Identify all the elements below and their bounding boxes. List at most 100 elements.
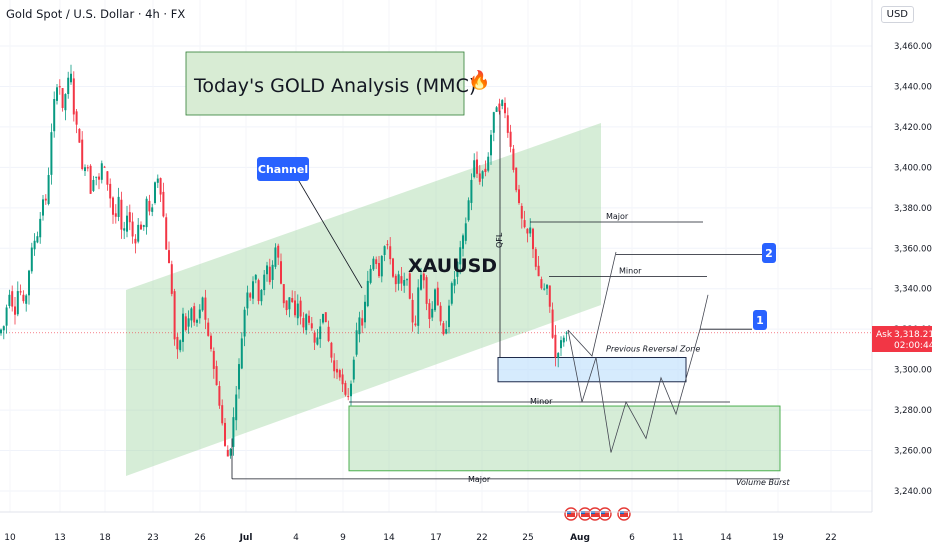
candle-body (333, 360, 336, 372)
price-axis-bg (872, 0, 932, 550)
candle (380, 255, 383, 283)
price-tick-label: 3,460.00 (894, 42, 932, 52)
candle-body (464, 223, 467, 241)
candle-body (106, 171, 109, 185)
candle-body (165, 217, 168, 250)
candle (355, 322, 358, 357)
candle (204, 289, 207, 330)
price-tick-label: 3,260.00 (894, 447, 932, 457)
candle-body (403, 279, 406, 286)
candle-body (179, 340, 182, 351)
candle-body (271, 264, 274, 280)
candle-body (112, 197, 114, 215)
candle-body (252, 281, 254, 299)
previous-reversal-zone-label: Previous Reversal Zone (606, 345, 700, 354)
candle-body (170, 264, 173, 294)
candle (319, 318, 322, 348)
candle-body (78, 128, 81, 143)
candle (425, 275, 428, 311)
candle (512, 144, 515, 173)
candle-body (98, 176, 100, 180)
candle (313, 330, 316, 350)
candle (481, 170, 484, 187)
candle-body (476, 159, 478, 174)
minor-low-label: Minor (530, 397, 553, 406)
candle-body (182, 313, 184, 342)
candle-body (86, 167, 89, 169)
candle (201, 296, 204, 312)
candle-body (565, 332, 568, 334)
candle-body (168, 250, 170, 264)
candle (56, 84, 58, 105)
candle-body (100, 163, 103, 180)
candle (215, 360, 218, 386)
candle-body (224, 422, 226, 446)
candle-body (151, 207, 154, 212)
candle (280, 253, 282, 285)
candle (341, 368, 344, 393)
candle-body (372, 258, 375, 270)
candle-body (201, 297, 204, 311)
candle-body (498, 103, 501, 112)
candle-body (504, 102, 506, 114)
candle (562, 335, 565, 347)
candle-body (355, 330, 358, 355)
candle (81, 131, 84, 171)
candle-body (14, 306, 16, 315)
economic-events[interactable] (564, 507, 631, 521)
target-2-badge[interactable]: 2 (762, 243, 776, 263)
candle-body (462, 235, 464, 249)
candle (64, 93, 67, 121)
candle (131, 212, 134, 244)
candle-body (523, 220, 526, 228)
candle-body (92, 179, 95, 191)
candle (95, 176, 98, 186)
candle (47, 167, 50, 206)
channel-label-badge[interactable]: Channel (257, 157, 309, 181)
target-1-badge-bg (753, 310, 767, 330)
candle (302, 312, 305, 334)
time-tick-label: 18 (99, 533, 111, 543)
candle (495, 106, 498, 113)
candle-body (294, 300, 296, 316)
candle-body (548, 285, 551, 307)
target-1-badge[interactable]: 1 (753, 310, 767, 330)
candle-body (526, 228, 529, 234)
candle (249, 292, 252, 301)
candle-body (11, 291, 14, 307)
candle (109, 178, 112, 208)
candle (439, 302, 442, 326)
candle (506, 107, 509, 138)
channel-label-badge-text: Channel (258, 163, 308, 176)
candle (8, 289, 11, 309)
candle-body (560, 340, 562, 349)
candle-body (190, 308, 193, 321)
candle-body (117, 196, 120, 217)
candle-body (282, 284, 285, 304)
candle (14, 296, 16, 325)
candle-body (277, 245, 280, 258)
candle-body (456, 261, 459, 277)
time-tick-label: 25 (522, 533, 533, 543)
currency-button[interactable]: USD (880, 6, 914, 23)
candle (22, 290, 25, 304)
candle (361, 310, 364, 334)
candle-body (450, 283, 453, 304)
candle (176, 333, 179, 359)
candle (400, 266, 403, 291)
candle (453, 271, 456, 294)
price-tick-label: 3,440.00 (894, 82, 932, 92)
candle-body (319, 326, 322, 340)
candle (170, 260, 173, 297)
candle-body (344, 382, 347, 395)
candle-body (84, 167, 86, 172)
candle (397, 270, 400, 291)
candle-body (445, 329, 448, 334)
candle (352, 356, 355, 383)
symbol-title[interactable]: Gold Spot / U.S. Dollar · 4h · FX (6, 7, 186, 21)
candle-body (470, 179, 473, 203)
candle (263, 270, 266, 296)
candle (89, 164, 92, 194)
